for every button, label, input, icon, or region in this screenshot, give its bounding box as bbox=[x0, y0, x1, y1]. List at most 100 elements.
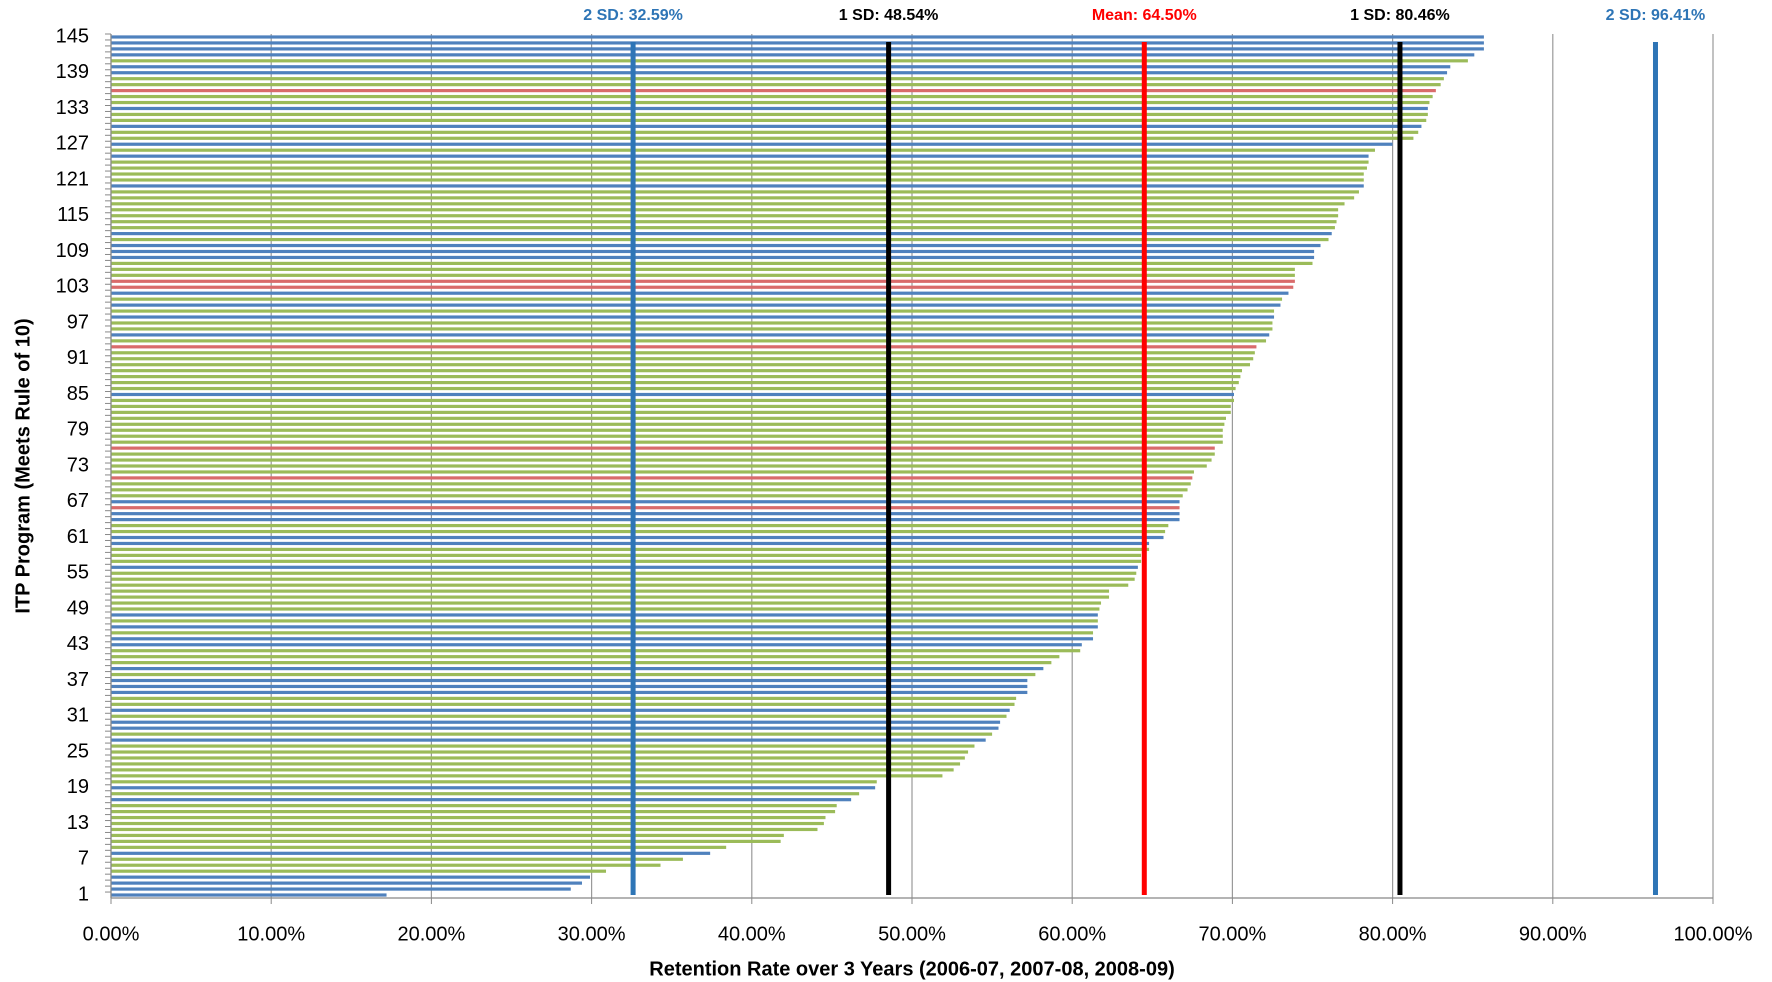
bar bbox=[111, 303, 1281, 307]
bar bbox=[111, 655, 1060, 659]
bar bbox=[111, 106, 1428, 111]
bar bbox=[111, 601, 1102, 605]
bar bbox=[111, 565, 1138, 569]
y-tick-label: 73 bbox=[67, 454, 89, 476]
bar bbox=[111, 71, 1448, 75]
bar bbox=[111, 684, 1028, 689]
bar bbox=[111, 148, 1375, 152]
x-tick-label: 100.00% bbox=[1674, 923, 1753, 945]
bar bbox=[111, 321, 1273, 325]
bar bbox=[111, 833, 784, 838]
bar bbox=[111, 41, 1484, 45]
bar bbox=[111, 261, 1313, 266]
bar bbox=[111, 780, 877, 784]
bar bbox=[111, 273, 1295, 277]
bar bbox=[111, 804, 837, 808]
bar bbox=[111, 553, 1142, 557]
bar bbox=[111, 619, 1098, 623]
x-tick-label: 20.00% bbox=[397, 923, 465, 945]
bar bbox=[111, 202, 1345, 206]
bar bbox=[111, 547, 1150, 552]
bar bbox=[111, 184, 1364, 188]
bar bbox=[111, 476, 1193, 480]
bar bbox=[111, 768, 954, 772]
bar bbox=[111, 851, 711, 855]
bar bbox=[111, 458, 1212, 462]
bar bbox=[111, 625, 1098, 629]
x-tick-label: 80.00% bbox=[1359, 923, 1427, 945]
bar bbox=[111, 434, 1223, 438]
bar bbox=[111, 243, 1321, 248]
bar bbox=[111, 589, 1110, 593]
bar bbox=[111, 118, 1427, 122]
bar bbox=[111, 857, 683, 861]
bar bbox=[111, 881, 582, 885]
bar bbox=[111, 77, 1444, 81]
y-tick-label: 127 bbox=[56, 133, 89, 155]
bar bbox=[111, 672, 1036, 677]
y-axis-title: ITP Program (Meets Rule of 10) bbox=[12, 318, 34, 613]
bar bbox=[111, 398, 1235, 403]
y-tick-label: 61 bbox=[67, 526, 89, 548]
bar bbox=[111, 53, 1475, 57]
bar bbox=[111, 577, 1135, 581]
bar bbox=[111, 416, 1226, 420]
bar bbox=[111, 738, 986, 742]
bar bbox=[111, 666, 1044, 671]
bar bbox=[111, 774, 943, 778]
y-tick-label: 91 bbox=[67, 347, 89, 369]
y-tick-label: 1 bbox=[78, 883, 89, 905]
bar bbox=[111, 285, 1294, 289]
bar bbox=[111, 637, 1094, 641]
bar bbox=[111, 470, 1194, 474]
reference-label: 2 SD: 96.41% bbox=[1606, 7, 1706, 24]
bar bbox=[111, 798, 852, 802]
bar bbox=[111, 845, 727, 849]
bar bbox=[111, 291, 1289, 295]
bar bbox=[111, 237, 1329, 242]
bar bbox=[111, 786, 876, 790]
bar bbox=[111, 142, 1393, 146]
bar bbox=[111, 47, 1484, 51]
reference-label: 2 SD: 32.59% bbox=[583, 7, 683, 24]
x-tick-label: 10.00% bbox=[237, 923, 305, 945]
bar bbox=[111, 756, 965, 760]
reference-label: 1 SD: 48.54% bbox=[839, 7, 939, 24]
bar bbox=[111, 363, 1251, 367]
bar bbox=[111, 446, 1215, 450]
bar bbox=[111, 232, 1332, 236]
bar bbox=[111, 392, 1235, 397]
bar bbox=[111, 315, 1275, 319]
bar bbox=[111, 83, 1441, 87]
x-tick-label: 90.00% bbox=[1519, 923, 1587, 945]
y-tick-label: 19 bbox=[67, 776, 89, 798]
bar bbox=[111, 178, 1364, 182]
y-tick-label: 139 bbox=[56, 61, 89, 83]
bar bbox=[111, 130, 1419, 134]
bar bbox=[111, 815, 826, 820]
bar bbox=[111, 714, 1007, 718]
bar bbox=[111, 869, 607, 873]
bar bbox=[111, 422, 1225, 426]
bar bbox=[111, 136, 1414, 140]
x-axis-title: Retention Rate over 3 Years (2006-07, 20… bbox=[649, 958, 1175, 980]
bar bbox=[111, 172, 1364, 176]
y-tick-label: 115 bbox=[57, 204, 89, 226]
bar bbox=[111, 166, 1367, 170]
bar bbox=[111, 89, 1436, 93]
bar bbox=[111, 720, 1001, 724]
bar bbox=[111, 482, 1191, 486]
bar bbox=[111, 309, 1275, 313]
bar bbox=[111, 154, 1369, 158]
bar bbox=[111, 506, 1180, 510]
y-tick-label: 109 bbox=[56, 240, 89, 262]
bar bbox=[111, 94, 1433, 99]
bar bbox=[111, 404, 1231, 409]
bar bbox=[111, 196, 1355, 200]
bar bbox=[111, 327, 1273, 331]
bar bbox=[111, 661, 1052, 665]
bar bbox=[111, 124, 1422, 128]
bar bbox=[111, 279, 1295, 283]
bar bbox=[111, 357, 1254, 361]
